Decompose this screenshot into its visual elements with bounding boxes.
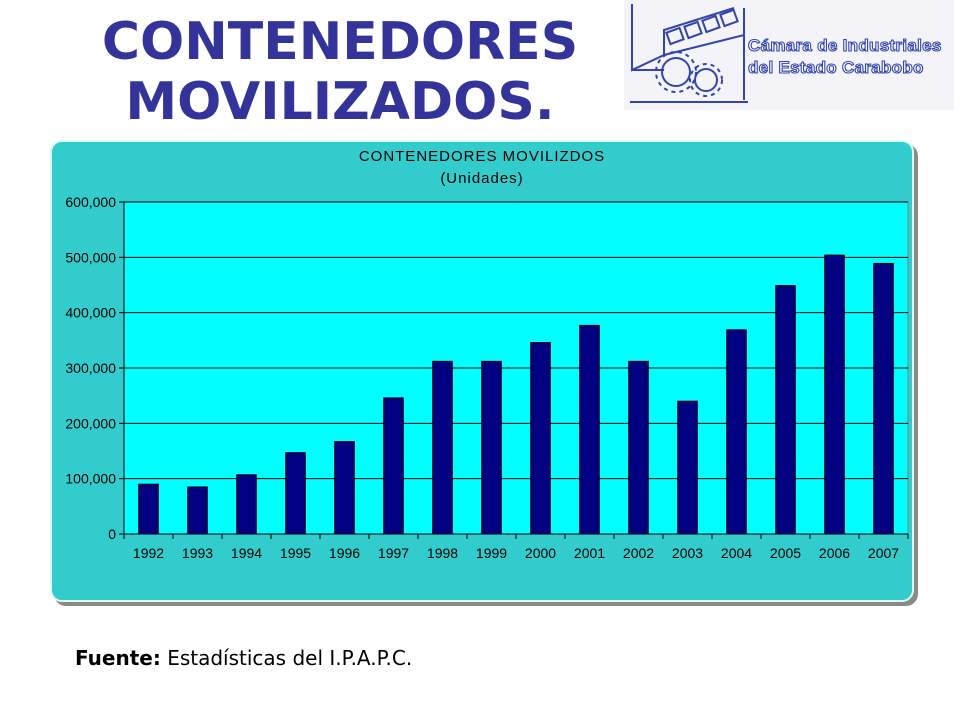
y-tick-label: 100,000 xyxy=(65,471,116,487)
chart-subtitle: (Unidades) xyxy=(440,170,524,187)
y-tick-label: 300,000 xyxy=(65,360,116,376)
x-tick-label: 1993 xyxy=(182,545,213,561)
y-tick-label: 0 xyxy=(108,526,116,542)
x-tick-label: 2002 xyxy=(623,545,654,561)
chart-title: CONTENEDORES MOVILIZDOS xyxy=(358,148,606,165)
x-tick-label: 2005 xyxy=(770,545,801,561)
bar xyxy=(775,285,796,535)
footer-text: Estadísticas del I.P.A.P.C. xyxy=(160,646,413,670)
chart-frame: CONTENEDORES MOVILIZDOS (Unidades) 0 100,… xyxy=(50,140,914,602)
y-tick-label: 400,000 xyxy=(65,305,116,321)
bar xyxy=(383,397,404,535)
bar xyxy=(285,452,306,535)
bar xyxy=(579,324,600,535)
x-tick-label: 2007 xyxy=(868,545,899,561)
bar xyxy=(726,329,747,535)
camara-logo xyxy=(624,0,954,110)
bar xyxy=(677,400,698,535)
bar xyxy=(873,262,894,535)
x-tick-label: 2001 xyxy=(574,545,605,561)
x-tick-label: 1992 xyxy=(133,545,164,561)
bar xyxy=(334,441,355,535)
x-tick-label: 2000 xyxy=(525,545,556,561)
x-tick-label: 1999 xyxy=(476,545,507,561)
x-tick-label: 1996 xyxy=(329,545,360,561)
x-tick-label: 1997 xyxy=(378,545,409,561)
bar xyxy=(628,360,649,535)
x-tick-label: 2006 xyxy=(819,545,850,561)
x-tick-label: 1994 xyxy=(231,545,262,561)
bar xyxy=(530,342,551,535)
bar xyxy=(432,360,453,535)
y-tick-label: 500,000 xyxy=(65,249,116,265)
x-tick-label: 2004 xyxy=(721,545,752,561)
bar xyxy=(824,254,845,535)
y-tick-label: 200,000 xyxy=(65,415,116,431)
x-tick-label: 1998 xyxy=(427,545,458,561)
bar xyxy=(236,474,257,535)
bar xyxy=(187,486,208,535)
x-tick-label: 1995 xyxy=(280,545,311,561)
bar xyxy=(481,360,502,535)
logo-text-line1: Cámara de Industriales xyxy=(747,35,942,55)
y-tick-label: 600,000 xyxy=(65,194,116,210)
bar-chart: 0 100,000 200,000 300,000 400,000 500,000 600,… xyxy=(65,194,909,561)
slide-title: CONTENEDORES MOVILIZADOS. xyxy=(40,12,640,132)
bar xyxy=(138,483,159,535)
slide-title-line1: CONTENEDORES xyxy=(101,12,579,72)
logo-text-line2: del Estado Carabobo xyxy=(747,57,924,77)
footer-label: Fuente: xyxy=(75,646,161,670)
slide-title-line2: MOVILIZADOS. xyxy=(125,72,555,132)
source-footer: Fuente: Estadísticas del I.P.A.P.C. xyxy=(75,646,412,670)
x-tick-label: 2003 xyxy=(672,545,703,561)
